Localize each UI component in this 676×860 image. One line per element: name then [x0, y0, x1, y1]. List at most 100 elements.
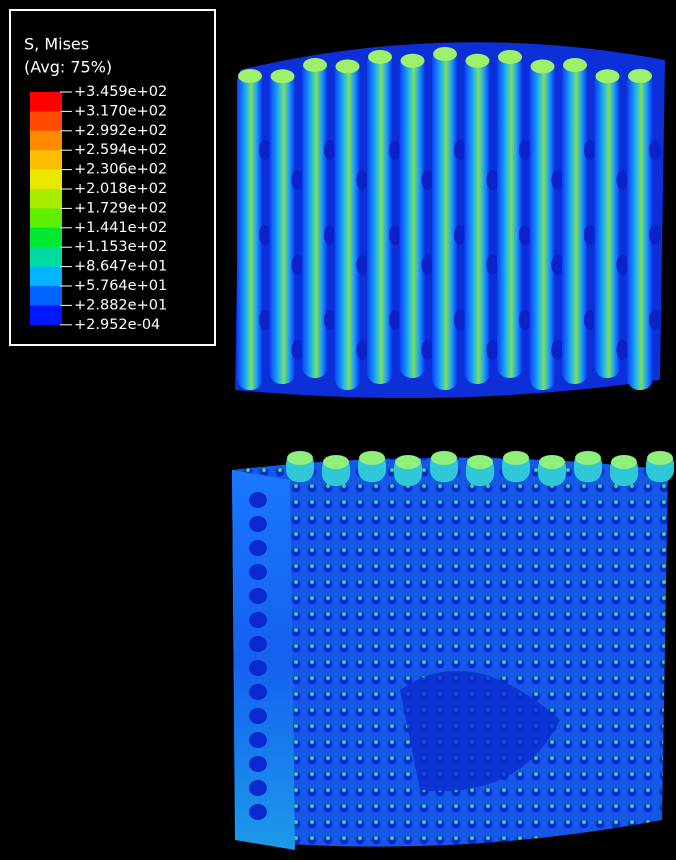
pore — [616, 255, 629, 275]
legend-title: S, Mises — [24, 35, 89, 54]
column — [367, 50, 393, 384]
column-cap — [270, 69, 295, 84]
column — [237, 70, 263, 390]
pore — [649, 225, 661, 245]
side-pore — [249, 660, 267, 676]
pore — [356, 170, 369, 190]
lower-core — [232, 457, 668, 847]
color-band — [30, 92, 62, 112]
side-pore — [249, 756, 267, 772]
legend-label: +8.647e+01 — [74, 259, 167, 275]
legend-label: +2.952e-04 — [74, 317, 160, 333]
legend-label: +2.594e+02 — [74, 142, 167, 158]
fin-top — [431, 451, 457, 465]
column-cap — [628, 69, 652, 83]
column-cap — [498, 49, 522, 64]
column — [562, 59, 588, 384]
column — [302, 59, 328, 378]
pore — [324, 225, 336, 245]
column — [594, 70, 621, 379]
pore — [519, 225, 531, 245]
color-band — [30, 189, 62, 209]
color-band — [30, 208, 62, 229]
fin-top — [647, 451, 673, 465]
pore — [291, 255, 304, 275]
color-band — [30, 305, 62, 326]
color-bar — [30, 92, 62, 326]
pore — [421, 340, 434, 360]
column-cap — [530, 59, 555, 74]
pore — [486, 255, 499, 275]
pore — [616, 340, 629, 360]
side-pore — [249, 612, 267, 628]
fin-top — [395, 455, 421, 469]
legend-label: +1.729e+02 — [74, 200, 167, 216]
pore — [324, 140, 336, 160]
lower-void — [400, 670, 560, 792]
fin-top — [467, 455, 493, 469]
legend-label: +2.992e+02 — [74, 123, 167, 139]
legend-label: +2.306e+02 — [74, 162, 167, 178]
column-cap — [238, 69, 262, 83]
color-band — [30, 227, 62, 248]
pore — [649, 310, 661, 330]
side-pore — [249, 780, 267, 796]
fin-top — [287, 451, 313, 465]
side-pore — [249, 804, 267, 820]
legend-labels: +3.459e+02 +3.170e+02 +2.992e+02 +2.594e+02… — [60, 84, 167, 333]
lower-structure — [232, 451, 674, 850]
color-band — [30, 111, 62, 132]
legend-label: +5.764e+01 — [74, 278, 167, 294]
legend-label: +3.459e+02 — [74, 84, 167, 100]
side-pore — [249, 492, 267, 508]
column — [627, 70, 653, 390]
column-cap — [595, 69, 620, 84]
pore — [486, 170, 499, 190]
side-pore — [249, 516, 267, 532]
color-band — [30, 266, 62, 287]
pore — [454, 225, 466, 245]
pore — [259, 225, 271, 245]
side-pore — [249, 636, 267, 652]
color-band — [30, 150, 62, 171]
lower-side-wall — [232, 470, 295, 850]
pore — [324, 310, 336, 330]
side-pore — [249, 708, 267, 724]
pore — [584, 225, 596, 245]
pore — [259, 140, 271, 160]
fin-top — [323, 455, 349, 469]
pore — [356, 340, 369, 360]
column-cap — [368, 49, 392, 64]
pore — [291, 340, 304, 360]
legend-label: +2.018e+02 — [74, 181, 167, 197]
color-band — [30, 169, 62, 190]
column — [399, 54, 426, 378]
column — [334, 60, 361, 390]
column-cap — [465, 53, 490, 68]
pore — [454, 140, 466, 160]
side-pore — [249, 684, 267, 700]
legend-label: +3.170e+02 — [74, 103, 167, 119]
side-pore — [249, 564, 267, 580]
column — [269, 70, 296, 385]
pore — [584, 310, 596, 330]
legend: S, Mises (Avg: 75%) +3.459e+02 +3.170e+02… — [9, 9, 216, 346]
column-cap — [433, 47, 457, 61]
legend-subtitle: (Avg: 75%) — [24, 58, 112, 77]
pore — [551, 170, 564, 190]
pore — [454, 310, 466, 330]
legend-label: +2.882e+01 — [74, 297, 167, 313]
side-pore — [249, 540, 267, 556]
color-band — [30, 286, 62, 306]
column — [529, 60, 556, 390]
pore — [389, 140, 401, 160]
pore — [519, 140, 531, 160]
pore — [551, 340, 564, 360]
fin-top — [575, 451, 601, 465]
fin-top — [359, 451, 385, 465]
pore — [291, 170, 304, 190]
column — [432, 48, 458, 390]
side-pore — [249, 588, 267, 604]
upper-structure — [235, 42, 665, 398]
column — [464, 54, 491, 384]
